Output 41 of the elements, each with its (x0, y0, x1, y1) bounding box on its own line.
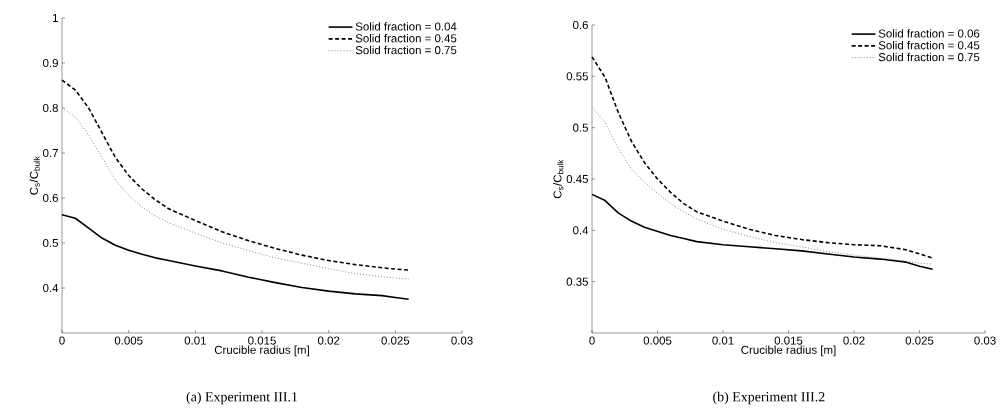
x-tick-label: 0.015 (248, 336, 276, 345)
x-tick-label: 0.025 (905, 336, 934, 345)
legend-label: Solid fraction = 0.75 (878, 52, 980, 62)
x-tick-label: 0 (59, 336, 65, 345)
x-tick-label: 0.01 (712, 336, 734, 345)
y-axis-title: C$_{s}$/C$_{bulk}$ (553, 159, 564, 199)
legend-label: Solid fraction = 0.45 (355, 33, 457, 43)
y-tick-label: 1 (52, 14, 58, 22)
line-series (591, 106, 934, 265)
y-tick-label: 0.35 (566, 277, 589, 286)
y-tick-label: 0.9 (43, 58, 58, 68)
y-tick-label: 0.4 (573, 226, 589, 235)
y-axis-title: C$_{s}$/C$_{bulk}$ (29, 156, 40, 195)
y-tick-label: 0.55 (566, 72, 589, 81)
y-tick-label: 0.4 (43, 283, 59, 293)
x-tick-label: 0.01 (184, 336, 206, 345)
x-axis-title: Crucible radius [m] (741, 345, 836, 357)
legend-label: Solid fraction = 0.04 (355, 22, 457, 31)
y-tick-label: 0.6 (43, 193, 58, 203)
y-tick-label: 0.5 (43, 238, 58, 248)
x-tick-label: 0.005 (114, 336, 143, 345)
x-tick-label: 0.03 (451, 336, 473, 345)
x-tick-label: 0 (589, 336, 595, 345)
legend-label: Solid fraction = 0.75 (355, 45, 457, 55)
legend-label: Solid fraction = 0.06 (878, 29, 980, 38)
x-axis-title: Crucible radius [m] (214, 345, 309, 357)
line-series (61, 107, 410, 280)
x-tick-label: 0.015 (774, 336, 803, 345)
x-tick-label: 0.025 (381, 336, 410, 345)
x-tick-label: 0.02 (317, 336, 340, 345)
x-tick-label: 0.02 (843, 336, 865, 345)
x-tick-label: 0.03 (974, 336, 996, 345)
legend-label: Solid fraction = 0.45 (878, 40, 980, 50)
y-tick-label: 0.8 (43, 103, 58, 113)
text: (a) Experiment III.1 (186, 391, 298, 405)
text: (b) Experiment III.2 (713, 391, 825, 405)
y-tick-label: 0.45 (566, 174, 589, 184)
y-tick-label: 0.6 (573, 20, 588, 30)
x-tick-label: 0.005 (643, 336, 672, 345)
y-tick-label: 0.7 (43, 148, 58, 158)
y-tick-label: 0.5 (573, 123, 589, 132)
